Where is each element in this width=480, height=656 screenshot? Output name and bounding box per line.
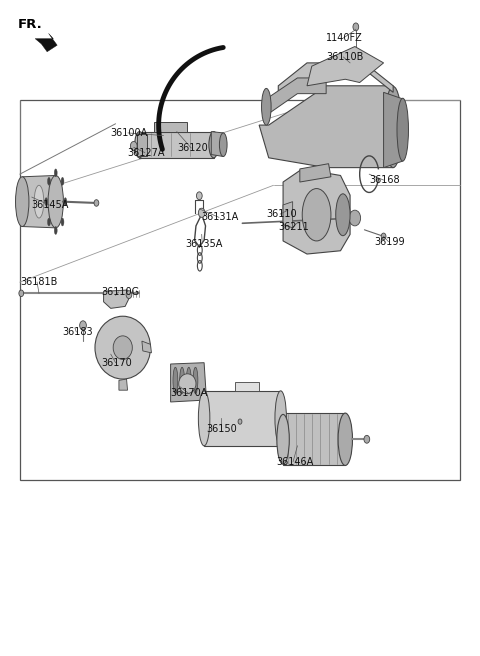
Ellipse shape xyxy=(397,98,408,161)
Ellipse shape xyxy=(54,169,57,176)
Ellipse shape xyxy=(338,413,352,466)
Circle shape xyxy=(349,210,360,226)
Ellipse shape xyxy=(180,367,184,394)
Circle shape xyxy=(19,290,24,297)
Polygon shape xyxy=(259,86,393,168)
Polygon shape xyxy=(22,175,56,228)
Polygon shape xyxy=(170,363,206,402)
Ellipse shape xyxy=(179,374,196,394)
Text: 36170: 36170 xyxy=(101,358,132,368)
Polygon shape xyxy=(266,78,326,115)
Circle shape xyxy=(198,208,205,217)
Polygon shape xyxy=(384,92,403,168)
Text: 36120: 36120 xyxy=(177,143,207,153)
Ellipse shape xyxy=(61,218,64,226)
Text: 36146A: 36146A xyxy=(276,457,313,466)
Circle shape xyxy=(381,233,386,239)
Ellipse shape xyxy=(219,133,227,157)
Circle shape xyxy=(196,192,202,199)
Polygon shape xyxy=(142,341,152,353)
Ellipse shape xyxy=(45,197,48,205)
Ellipse shape xyxy=(173,367,178,394)
Ellipse shape xyxy=(48,175,63,228)
Ellipse shape xyxy=(275,391,287,446)
Ellipse shape xyxy=(186,367,191,394)
Text: 36150: 36150 xyxy=(206,424,237,434)
Ellipse shape xyxy=(113,336,132,359)
Text: 36127A: 36127A xyxy=(128,148,165,157)
Ellipse shape xyxy=(336,194,350,236)
Text: 36168: 36168 xyxy=(369,175,400,185)
Polygon shape xyxy=(154,123,187,132)
Ellipse shape xyxy=(95,316,151,379)
Text: 36100A: 36100A xyxy=(111,128,148,138)
Text: 36135A: 36135A xyxy=(185,239,222,249)
Circle shape xyxy=(94,199,99,206)
Text: 36183: 36183 xyxy=(62,327,93,337)
Text: 36110B: 36110B xyxy=(326,52,363,62)
Text: 1140FZ: 1140FZ xyxy=(326,33,363,43)
Ellipse shape xyxy=(15,176,29,226)
Circle shape xyxy=(131,142,137,151)
Ellipse shape xyxy=(302,188,331,241)
Circle shape xyxy=(353,23,359,31)
Ellipse shape xyxy=(384,87,402,168)
Circle shape xyxy=(364,436,370,443)
Polygon shape xyxy=(119,379,128,390)
Text: 36181B: 36181B xyxy=(20,277,57,287)
Circle shape xyxy=(238,419,242,424)
Polygon shape xyxy=(140,132,214,158)
Ellipse shape xyxy=(48,218,50,226)
Circle shape xyxy=(354,64,357,68)
Polygon shape xyxy=(300,164,331,182)
Text: 36199: 36199 xyxy=(374,237,405,247)
Ellipse shape xyxy=(198,391,210,446)
Ellipse shape xyxy=(262,89,271,125)
Ellipse shape xyxy=(193,367,198,394)
Polygon shape xyxy=(235,382,259,391)
Polygon shape xyxy=(104,290,130,308)
Text: 36211: 36211 xyxy=(278,222,309,232)
Polygon shape xyxy=(283,169,350,254)
Ellipse shape xyxy=(54,226,57,234)
Ellipse shape xyxy=(61,177,64,185)
Polygon shape xyxy=(204,391,281,446)
Polygon shape xyxy=(307,47,384,86)
Polygon shape xyxy=(283,413,345,466)
Circle shape xyxy=(80,321,86,330)
Text: 36170A: 36170A xyxy=(170,388,208,398)
Text: 36110: 36110 xyxy=(266,209,297,219)
Polygon shape xyxy=(278,63,393,92)
Polygon shape xyxy=(283,201,293,228)
Ellipse shape xyxy=(209,132,218,158)
Ellipse shape xyxy=(277,415,289,464)
Polygon shape xyxy=(137,134,147,156)
Ellipse shape xyxy=(48,177,50,185)
Text: 36131A: 36131A xyxy=(202,213,239,222)
Polygon shape xyxy=(35,33,57,52)
Text: 36145A: 36145A xyxy=(32,200,69,210)
Ellipse shape xyxy=(34,185,44,218)
Circle shape xyxy=(126,291,132,298)
Polygon shape xyxy=(211,132,223,157)
Text: FR.: FR. xyxy=(17,18,42,31)
Ellipse shape xyxy=(135,132,144,158)
Text: 36110G: 36110G xyxy=(101,287,139,297)
Ellipse shape xyxy=(64,197,67,205)
Bar xyxy=(20,100,460,480)
